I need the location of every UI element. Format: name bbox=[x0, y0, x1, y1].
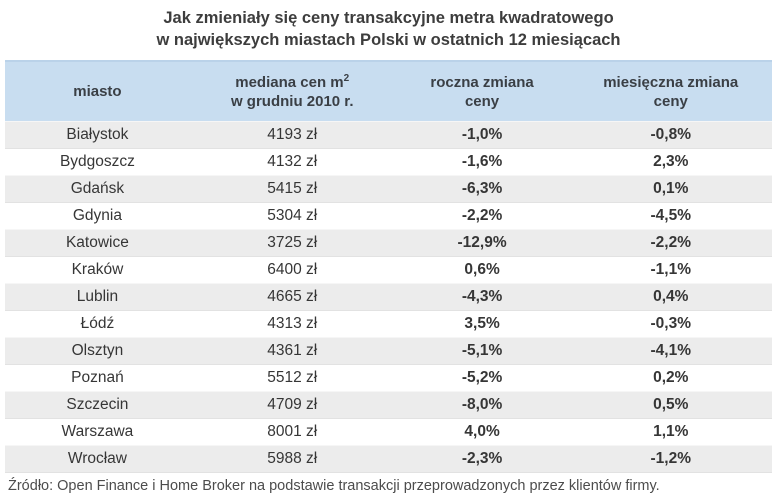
cell-median-price: 4665 zł bbox=[189, 283, 395, 311]
cell-median-price: 5415 zł bbox=[189, 175, 395, 203]
cell-monthly-change: 0,4% bbox=[569, 283, 772, 311]
cell-city: Łódź bbox=[5, 310, 190, 338]
table-row: Olsztyn 4361 zł -5,1% -4,1% bbox=[5, 337, 772, 365]
cell-monthly-change: -1,1% bbox=[569, 256, 772, 284]
cell-monthly-change: -0,8% bbox=[569, 121, 772, 149]
table-row: Poznań 5512 zł -5,2% 0,2% bbox=[5, 364, 772, 392]
cell-city: Gdynia bbox=[5, 202, 190, 230]
table-body: Białystok 4193 zł -1,0% -0,8% Bydgoszcz … bbox=[5, 121, 772, 473]
cell-city: Olsztyn bbox=[5, 337, 190, 365]
column-header-yearly-change: roczna zmiana ceny bbox=[394, 60, 570, 122]
table-row: Wrocław 5988 zł -2,3% -1,2% bbox=[5, 445, 772, 473]
cell-monthly-change: -4,5% bbox=[569, 202, 772, 230]
source-note: Źródło: Open Finance i Home Broker na po… bbox=[8, 478, 660, 494]
cell-median-price: 4709 zł bbox=[189, 391, 395, 419]
cell-monthly-change: -4,1% bbox=[569, 337, 772, 365]
cell-city: Białystok bbox=[5, 121, 190, 149]
table-row: Gdańsk 5415 zł -6,3% 0,1% bbox=[5, 175, 772, 203]
cell-monthly-change: -1,2% bbox=[569, 445, 772, 473]
page-title-line2: w największych miastach Polski w ostatni… bbox=[156, 31, 621, 49]
cell-monthly-change: 2,3% bbox=[569, 148, 772, 176]
cell-monthly-change: -0,3% bbox=[569, 310, 772, 338]
table-row: Katowice 3725 zł -12,9% -2,2% bbox=[5, 229, 772, 257]
cell-city: Poznań bbox=[5, 364, 190, 392]
table-row: Warszawa 8001 zł 4,0% 1,1% bbox=[5, 418, 772, 446]
page-title-line1: Jak zmieniały się ceny transakcyjne metr… bbox=[163, 9, 614, 27]
cell-city: Kraków bbox=[5, 256, 190, 284]
table-row: Białystok 4193 zł -1,0% -0,8% bbox=[5, 121, 772, 149]
cell-yearly-change: 3,5% bbox=[394, 310, 570, 338]
table-header: miasto mediana cen m2 w grudniu 2010 r. … bbox=[5, 60, 772, 122]
cell-yearly-change: -12,9% bbox=[394, 229, 570, 257]
column-header-city: miasto bbox=[5, 60, 190, 122]
cell-yearly-change: -5,1% bbox=[394, 337, 570, 365]
cell-median-price: 5988 zł bbox=[189, 445, 395, 473]
cell-yearly-change: 0,6% bbox=[394, 256, 570, 284]
cell-yearly-change: -5,2% bbox=[394, 364, 570, 392]
cell-yearly-change: 4,0% bbox=[394, 418, 570, 446]
cell-yearly-change: -2,2% bbox=[394, 202, 570, 230]
cell-median-price: 8001 zł bbox=[189, 418, 395, 446]
cell-median-price: 4193 zł bbox=[189, 121, 395, 149]
superscript-2: 2 bbox=[343, 72, 350, 84]
cell-yearly-change: -2,3% bbox=[394, 445, 570, 473]
cell-yearly-change: -8,0% bbox=[394, 391, 570, 419]
table-row: Łódź 4313 zł 3,5% -0,3% bbox=[5, 310, 772, 338]
table-row: Bydgoszcz 4132 zł -1,6% 2,3% bbox=[5, 148, 772, 176]
cell-monthly-change: -2,2% bbox=[569, 229, 772, 257]
cell-median-price: 4361 zł bbox=[189, 337, 395, 365]
table-row: Gdynia 5304 zł -2,2% -4,5% bbox=[5, 202, 772, 230]
cell-median-price: 3725 zł bbox=[189, 229, 395, 257]
table-row: Kraków 6400 zł 0,6% -1,1% bbox=[5, 256, 772, 284]
cell-city: Warszawa bbox=[5, 418, 190, 446]
page-title: Jak zmieniały się ceny transakcyjne metr… bbox=[0, 0, 777, 51]
cell-city: Katowice bbox=[5, 229, 190, 257]
column-header-median: mediana cen m2 w grudniu 2010 r. bbox=[189, 60, 395, 122]
cell-yearly-change: -6,3% bbox=[394, 175, 570, 203]
cell-median-price: 4313 zł bbox=[189, 310, 395, 338]
cell-yearly-change: -1,6% bbox=[394, 148, 570, 176]
cell-monthly-change: 0,5% bbox=[569, 391, 772, 419]
price-table: miasto mediana cen m2 w grudniu 2010 r. … bbox=[5, 60, 772, 473]
table-row: Szczecin 4709 zł -8,0% 0,5% bbox=[5, 391, 772, 419]
column-header-monthly-change: miesięczna zmiana ceny bbox=[569, 60, 772, 122]
cell-median-price: 5512 zł bbox=[189, 364, 395, 392]
cell-monthly-change: 1,1% bbox=[569, 418, 772, 446]
table-row: Lublin 4665 zł -4,3% 0,4% bbox=[5, 283, 772, 311]
cell-city: Lublin bbox=[5, 283, 190, 311]
cell-city: Bydgoszcz bbox=[5, 148, 190, 176]
cell-yearly-change: -1,0% bbox=[394, 121, 570, 149]
cell-monthly-change: 0,1% bbox=[569, 175, 772, 203]
cell-monthly-change: 0,2% bbox=[569, 364, 772, 392]
cell-yearly-change: -4,3% bbox=[394, 283, 570, 311]
cell-median-price: 4132 zł bbox=[189, 148, 395, 176]
cell-median-price: 5304 zł bbox=[189, 202, 395, 230]
cell-city: Szczecin bbox=[5, 391, 190, 419]
cell-median-price: 6400 zł bbox=[189, 256, 395, 284]
cell-city: Gdańsk bbox=[5, 175, 190, 203]
cell-city: Wrocław bbox=[5, 445, 190, 473]
